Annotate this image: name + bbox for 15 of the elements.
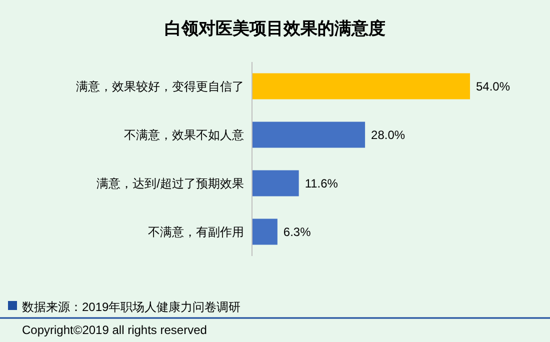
chart-title: 白领对医美项目效果的满意度 — [164, 19, 386, 38]
bar — [252, 73, 470, 100]
y-tick-label: 满意，效果较好，变得更自信了 — [76, 79, 244, 94]
y-tick-label: 满意，达到/超过了预期效果 — [96, 176, 244, 190]
y-tick-label: 不满意，效果不如人意 — [124, 128, 244, 142]
data-label: 54.0% — [476, 79, 510, 94]
bar — [252, 170, 299, 196]
bar — [252, 122, 366, 148]
text: Copyright©2019 all rights reserved — [22, 323, 207, 337]
data-label: 6.3% — [283, 224, 312, 239]
data-label: 11.6% — [304, 176, 338, 190]
bar — [252, 218, 278, 245]
source-note: 数据来源：2019年职场人健康力问卷调研 — [22, 300, 241, 314]
data-label: 28.0% — [371, 128, 406, 142]
y-tick-label: 不满意，有副作用 — [148, 224, 244, 239]
